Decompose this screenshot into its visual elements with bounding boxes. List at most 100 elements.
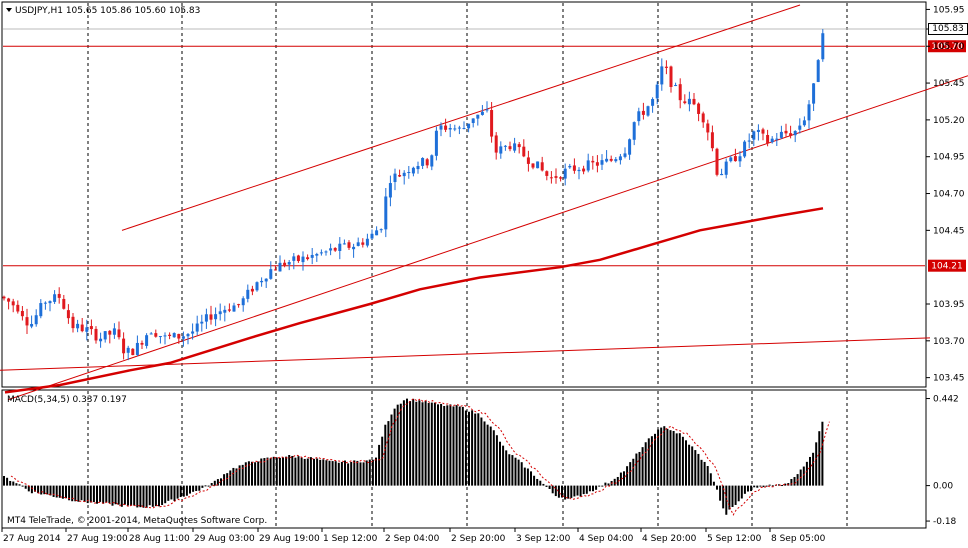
macd-bar — [412, 398, 415, 486]
macd-bar — [747, 485, 749, 492]
macd-bar — [9, 480, 12, 486]
macd-signal-line — [10, 398, 830, 516]
macd-bar — [114, 485, 117, 505]
chart-menu-arrow-icon[interactable] — [6, 8, 12, 12]
candle-body — [103, 331, 107, 340]
macd-bar — [288, 455, 291, 486]
macd-bar — [595, 485, 598, 490]
macd-bar — [328, 460, 331, 486]
candle-body — [706, 123, 710, 133]
macd-bar — [517, 459, 520, 486]
macd-bar — [486, 424, 489, 486]
price-level-tag — [928, 40, 966, 53]
macd-bar — [192, 485, 195, 492]
candle-body — [89, 326, 93, 330]
candle-body — [476, 114, 480, 119]
macd-bar — [818, 431, 821, 486]
macd-bar — [272, 456, 275, 486]
macd-bar — [657, 429, 660, 486]
macd-bar — [644, 442, 647, 486]
candle-body — [582, 168, 586, 172]
macd-bar — [120, 485, 123, 507]
time-label: 29 Aug 03:00 — [194, 534, 255, 544]
macd-bar — [161, 485, 164, 505]
macd-bar — [551, 485, 554, 494]
macd-bar — [706, 466, 709, 486]
macd-bar — [303, 458, 306, 486]
candle-body — [255, 282, 259, 291]
candle-body — [439, 125, 443, 130]
candle-body — [250, 288, 254, 292]
macd-bar — [65, 485, 67, 499]
time-label: 8 Sep 05:00 — [771, 534, 826, 544]
candle-body — [7, 298, 11, 302]
candle-body — [623, 153, 627, 157]
macd-bar — [632, 458, 635, 486]
macd-bar — [452, 406, 455, 486]
time-label: 1 Sep 12:00 — [323, 534, 378, 544]
macd-bar — [15, 483, 18, 486]
candles — [2, 29, 825, 361]
macd-bar — [145, 485, 148, 508]
macd-bar — [359, 462, 362, 486]
candle-body — [43, 302, 47, 304]
candle-body — [457, 127, 461, 129]
candle-body — [112, 328, 116, 335]
macd-bar — [371, 459, 374, 486]
candle-body — [549, 177, 553, 179]
macd-bar — [728, 485, 731, 510]
macd-bar — [753, 485, 756, 488]
macd-bar — [641, 447, 644, 486]
candle-body — [669, 66, 673, 87]
time-axis: 27 Aug 2014 27 Aug 19:00 28 Aug 11:00 29 Au… — [1, 528, 826, 544]
candle-body — [444, 125, 448, 130]
macd-bar — [678, 433, 681, 486]
macd-bar — [204, 485, 207, 487]
candle-body — [485, 109, 489, 111]
candle-body — [503, 145, 507, 147]
candle-body — [53, 294, 57, 302]
macd-bar — [49, 485, 52, 496]
macd-bar — [709, 473, 712, 486]
macd-bar — [635, 453, 638, 486]
macd-bar — [793, 477, 796, 486]
macd-bar — [80, 485, 83, 501]
candle-body — [347, 242, 351, 248]
trend-line — [121, 4, 801, 231]
candle-body — [430, 155, 434, 167]
macd-bar — [285, 456, 288, 486]
candle-body — [301, 256, 305, 263]
macd-bar — [688, 444, 691, 486]
macd-bar — [483, 421, 486, 486]
candle-body — [379, 229, 383, 231]
candle-body — [283, 262, 287, 266]
macd-axis: 0.442 0.00 -0.18 — [926, 395, 959, 527]
macd-bar — [719, 485, 722, 501]
macd-bar — [409, 401, 412, 486]
candle-body — [227, 309, 231, 311]
macd-tick-label: 0.442 — [933, 395, 959, 405]
macd-bar — [322, 459, 325, 486]
candle-body — [25, 317, 29, 326]
macd-bar — [77, 485, 80, 502]
macd-bar — [464, 410, 467, 486]
macd-bar — [805, 461, 808, 486]
macd-bar — [365, 460, 368, 486]
candle-body — [568, 165, 572, 168]
candle-body — [384, 196, 388, 230]
candle-body — [421, 158, 425, 166]
candle-body — [172, 333, 176, 338]
macd-bar — [334, 461, 337, 486]
macd-bar — [564, 485, 567, 500]
price-tick-label: 103.45 — [933, 374, 965, 384]
macd-bar — [489, 426, 492, 486]
candle-body — [131, 348, 135, 356]
macd-histogram — [3, 398, 824, 515]
macd-bar — [58, 485, 61, 498]
candle-body — [425, 159, 429, 166]
macd-bar — [86, 485, 89, 504]
price-tick-label: 105.45 — [933, 79, 965, 89]
macd-bar — [182, 485, 185, 497]
